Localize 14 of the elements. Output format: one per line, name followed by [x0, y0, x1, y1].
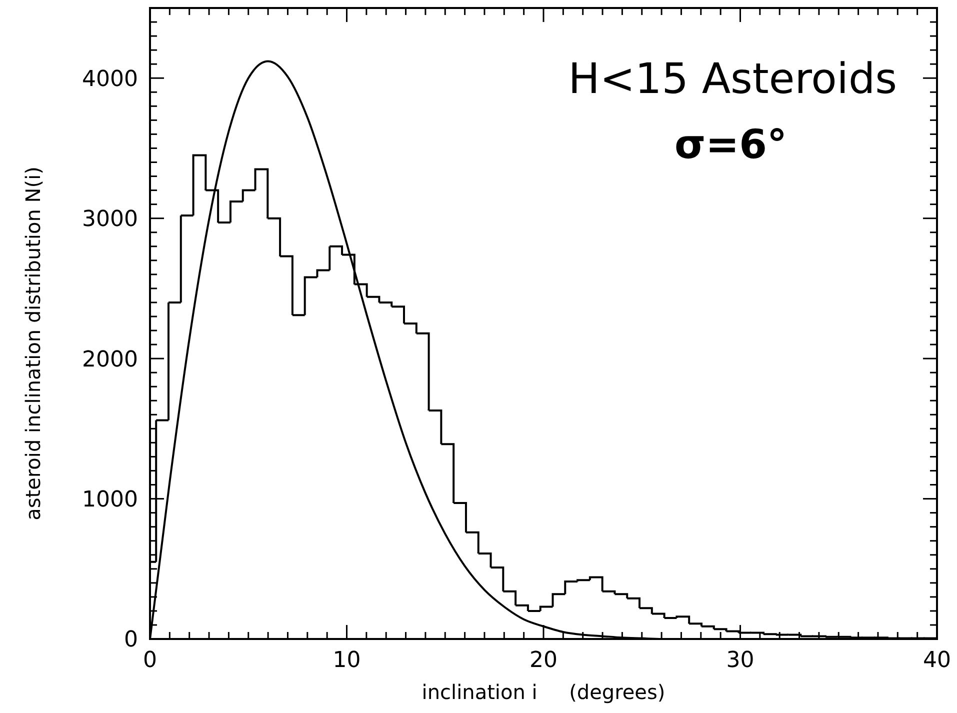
y-axis-title: asteroid inclination distribution N(i) [21, 166, 45, 520]
y-tick-label: 4000 [82, 66, 138, 92]
y-tick-label: 3000 [82, 207, 138, 232]
x-tick-label: 10 [332, 648, 361, 673]
y-tick-label: 0 [124, 628, 138, 653]
x-tick-label: 20 [530, 648, 558, 673]
y-tick-label: 2000 [82, 347, 138, 372]
x-tick-label: 40 [923, 648, 951, 673]
x-tick-label: 0 [143, 648, 157, 673]
x-axis-title: inclination i (degrees) [422, 680, 666, 704]
annotation: H<15 Asteroids [568, 54, 897, 103]
x-tick-label: 30 [726, 648, 754, 673]
annotation: σ=6° [674, 122, 787, 168]
y-tick-label: 1000 [82, 487, 138, 512]
